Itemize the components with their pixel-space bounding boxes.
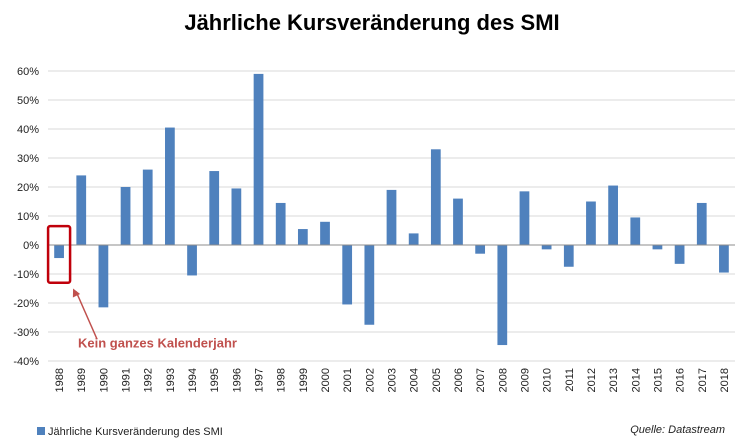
bar-1994 <box>187 245 197 276</box>
bar-2007 <box>475 245 486 254</box>
bar-1996 <box>231 188 242 245</box>
y-tick-label: -10% <box>13 269 39 281</box>
bar-2015 <box>652 245 663 250</box>
x-tick-label: 2011 <box>564 368 576 392</box>
x-axis-ticks: 1988 1989 1990 1991 1992 1993 1994 1995 1996 1997… <box>54 368 731 392</box>
y-axis-ticks: 60% 50% 40% 30% 20% 10% 0% -10% -20% -30% -40% <box>13 66 39 368</box>
x-tick-label: 1997 <box>254 368 266 392</box>
x-tick-label: 2012 <box>586 368 598 392</box>
x-tick-label: 2002 <box>364 368 376 392</box>
bar-1992 <box>142 169 153 245</box>
bar-2001 <box>342 245 353 305</box>
annotation-highlight-box <box>46 224 72 284</box>
x-tick-label: 1991 <box>121 368 133 392</box>
x-tick-label: 2001 <box>342 368 354 392</box>
bar-2014 <box>630 217 641 245</box>
x-tick-label: 1990 <box>98 368 110 392</box>
x-tick-label: 1988 <box>54 368 66 392</box>
x-tick-label: 2010 <box>542 368 554 392</box>
y-tick-label: 30% <box>17 153 39 165</box>
bar-2003 <box>386 189 397 245</box>
y-tick-label: 40% <box>17 124 39 136</box>
bar-2000 <box>320 221 330 245</box>
x-tick-label: 2003 <box>387 368 399 392</box>
x-tick-label: 2008 <box>497 368 509 392</box>
x-tick-label: 2006 <box>453 368 465 392</box>
annotation-arrow <box>75 291 98 340</box>
y-tick-label: -40% <box>13 356 39 368</box>
x-tick-label: 2004 <box>409 368 421 392</box>
bar-1997 <box>253 73 264 246</box>
x-tick-label: 1992 <box>143 368 155 392</box>
y-tick-label: 20% <box>17 182 39 194</box>
annotation-label: Kein ganzes Kalenderjahr <box>78 335 237 350</box>
legend-label: Jährliche Kursveränderung des SMI <box>48 426 223 438</box>
x-tick-label: 2017 <box>697 368 709 392</box>
x-tick-label: 1998 <box>276 368 288 392</box>
x-tick-label: 2015 <box>652 368 664 392</box>
chart-title: Jährliche Kursveränderung des SMI <box>184 10 559 35</box>
y-tick-label: 60% <box>17 66 39 78</box>
x-tick-label: 1996 <box>231 368 243 392</box>
bar-1988 <box>54 245 64 259</box>
bar-2017 <box>696 202 707 245</box>
y-tick-label: 50% <box>17 95 39 107</box>
y-tick-label: -20% <box>13 298 39 310</box>
bar-2005 <box>430 149 441 245</box>
bar-2006 <box>453 198 463 245</box>
bar-1989 <box>76 175 87 245</box>
bar-1999 <box>297 229 308 245</box>
x-tick-label: 2014 <box>630 368 642 392</box>
bar-1995 <box>209 171 220 245</box>
x-tick-label: 2000 <box>320 368 332 392</box>
bar-2013 <box>608 185 618 245</box>
bar-2008 <box>497 245 508 346</box>
x-tick-label: 1989 <box>76 368 88 392</box>
bar-2004 <box>408 233 419 245</box>
x-tick-label: 2016 <box>675 368 687 392</box>
bar-2011 <box>563 245 574 267</box>
bar-2002 <box>364 245 375 325</box>
x-tick-label: 2018 <box>719 368 731 392</box>
bar-2016 <box>674 245 685 264</box>
x-tick-label: 1995 <box>209 368 221 392</box>
x-tick-label: 2005 <box>431 368 443 392</box>
bar-1991 <box>120 187 131 245</box>
annotation-arrow-head <box>72 288 81 298</box>
bar-2018 <box>719 245 729 273</box>
bar-2012 <box>586 201 596 245</box>
bars <box>54 73 729 346</box>
legend-swatch <box>37 427 45 435</box>
bar-1990 <box>98 245 109 308</box>
y-tick-label: -30% <box>13 327 39 339</box>
x-tick-label: 1993 <box>165 368 177 392</box>
source-note: Quelle: Datastream <box>630 424 725 436</box>
bar-2009 <box>519 191 530 245</box>
x-tick-label: 2007 <box>475 368 487 392</box>
x-tick-label: 2013 <box>608 368 620 392</box>
bar-1998 <box>275 202 286 245</box>
y-tick-label: 0% <box>23 240 39 252</box>
bar-2010 <box>541 245 552 250</box>
x-tick-label: 1994 <box>187 368 199 392</box>
bar-1993 <box>165 127 175 245</box>
x-tick-label: 2009 <box>519 368 531 392</box>
y-tick-label: 10% <box>17 211 39 223</box>
x-tick-label: 1999 <box>298 368 310 392</box>
